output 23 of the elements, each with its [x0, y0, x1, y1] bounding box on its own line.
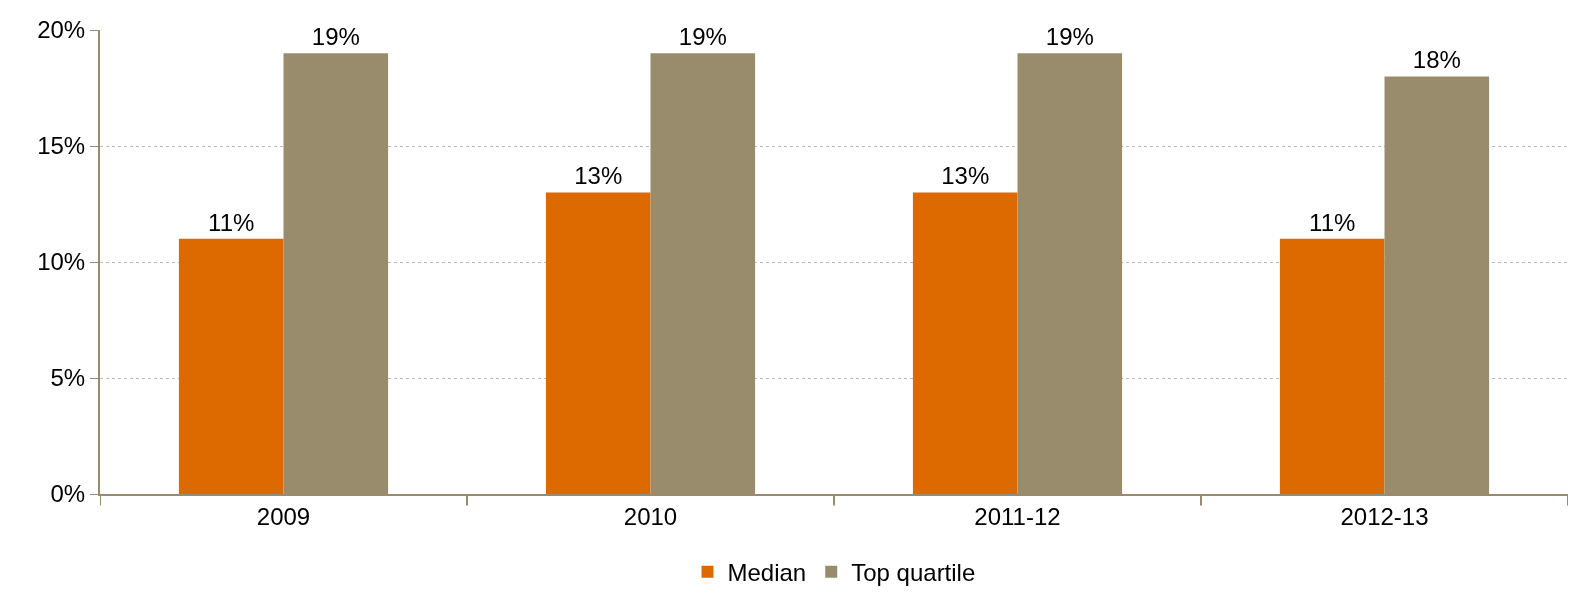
x-tick-label: 2009 — [256, 502, 311, 530]
legend-label: Median — [727, 559, 807, 587]
y-tick-label: 15% — [37, 132, 86, 160]
data-label: 13% — [941, 162, 990, 190]
data-label: 19% — [311, 23, 360, 51]
x-tick-label: 2010 — [623, 502, 678, 530]
x-tick-label: 2012-13 — [1340, 502, 1429, 530]
x-tick-label: 2011-12 — [974, 502, 1061, 530]
data-label: 19% — [678, 23, 727, 51]
y-tick-label: 0% — [50, 480, 86, 508]
bar — [1279, 238, 1385, 494]
y-tick-label: 20% — [37, 16, 86, 44]
y-tick-label: 10% — [37, 248, 86, 276]
bar — [178, 238, 284, 494]
data-label: 11% — [208, 208, 255, 236]
data-label: 19% — [1045, 23, 1094, 51]
bar — [912, 192, 1018, 494]
legend-label: Top quartile — [851, 559, 976, 587]
data-label: 11% — [1309, 208, 1356, 236]
y-tick-label: 5% — [50, 364, 86, 392]
data-label: 18% — [1412, 46, 1461, 74]
data-label: 13% — [574, 162, 623, 190]
bar — [545, 192, 651, 494]
